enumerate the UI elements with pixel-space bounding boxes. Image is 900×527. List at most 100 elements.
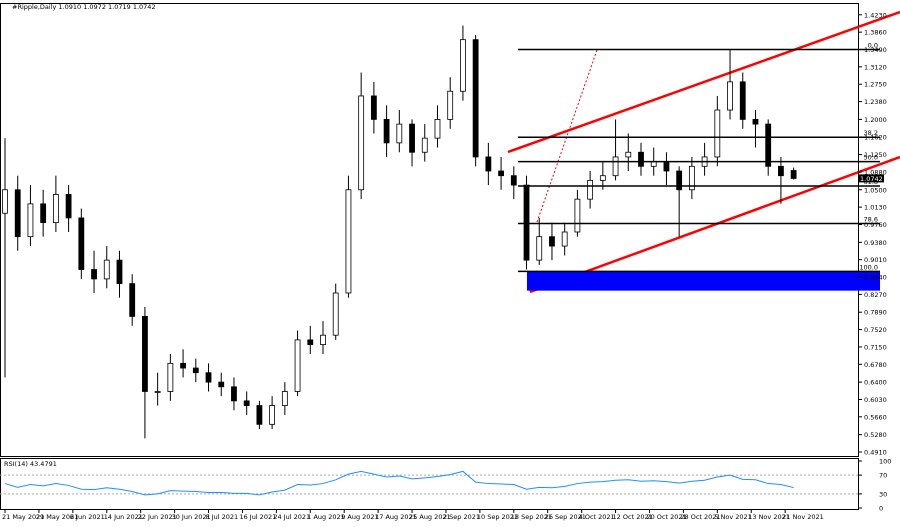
candle-body [599,175,606,181]
price-tag [858,174,884,183]
main-frame [0,3,859,457]
x-tick-label: 25 Aug 2021 [409,513,451,521]
candle-body [510,175,517,186]
candle-body [294,339,301,392]
y-tick-label: 0.8640 [864,274,887,282]
x-tick-label: 5 Nov 2021 [714,513,752,521]
candle-body [345,189,352,294]
candle-body [727,81,733,111]
candle-body [116,259,123,284]
candle-body [790,170,797,179]
chart-title: #Ripple,Daily 1.0910 1.0972 1.0719 1.074… [12,3,156,11]
candle-body [688,165,695,191]
x-tick-label: 21 Nov 2021 [782,513,824,521]
candle-body [485,156,492,172]
candle-body [370,95,377,120]
x-tick-label: 8 Jul 2021 [206,513,239,521]
x-tick-label: 2 Sep 2021 [443,513,480,521]
x-tick-label: 4 Oct 2021 [579,513,615,521]
candle-body [14,189,21,238]
x-tick-label: 16 Jul 2021 [239,513,276,521]
candle-body [52,194,59,224]
rsi-tick-label: 30 [879,490,887,498]
x-tick-label: 9 Aug 2021 [341,513,379,521]
candle-body [561,231,568,247]
candle-body [142,316,148,392]
y-tick-label: 0.6400 [864,379,887,387]
x-tick-label: 13 Nov 2021 [748,513,790,521]
rsi-tick-label: 100 [879,458,891,466]
candle-body [536,236,543,261]
candle-body [103,259,110,280]
candle-body [409,123,415,153]
candle-body [320,334,326,345]
support-zone [527,271,880,291]
rsi-tick-label: 70 [879,472,887,480]
candle-body [40,203,47,224]
candle-body [752,119,759,125]
channel-lower [529,155,900,294]
x-tick-label: 18 Sep 2021 [511,513,552,521]
y-tick-label: 0.5280 [864,431,887,439]
fib-label: 38.2 [864,129,878,137]
y-tick-label: 1.3120 [864,63,887,71]
candle-body [612,156,619,177]
candle-body [587,179,594,200]
candle-body [434,119,441,139]
x-tick-label: 26 Sep 2021 [545,513,586,521]
x-tick-label: 21 May 2021 [2,513,44,521]
rsi-frame [0,458,859,510]
x-tick-label: 12 Oct 2021 [613,513,653,521]
x-tick-label: 6 Jun 2021 [70,513,105,521]
candle-body [472,39,479,158]
candle-body [421,137,428,153]
candle-body [765,123,772,167]
candle-body [231,386,237,402]
y-tick-label: 0.9760 [864,221,887,229]
price-tag-label: 1.0742 [860,175,883,183]
y-tick-label: 1.2380 [864,98,887,106]
y-tick-label: 0.7520 [864,326,887,334]
candle-body [218,381,225,388]
y-tick-label: 0.8270 [864,291,887,299]
y-tick-label: 1.0130 [864,204,887,212]
candle-body [460,39,466,92]
x-tick-label: 24 Jul 2021 [273,513,310,521]
candle-body [167,362,174,392]
candle-body [498,170,504,177]
candle-body [78,217,85,270]
y-tick-label: 0.7890 [864,309,887,317]
candle-body [714,109,721,158]
candle-body [358,95,365,191]
x-tick-label: 30 Jun 2021 [172,513,211,521]
candle-body [269,405,276,425]
candle-body [192,367,199,374]
y-tick-label: 0.4910 [864,449,887,457]
candle-body [625,151,632,158]
candle-body [65,194,72,219]
candle-body [574,198,581,233]
y-tick-label: 0.5660 [864,413,887,421]
candle-body [2,189,8,214]
fib-label: 78.6 [864,216,878,224]
candle-body [523,184,530,261]
y-tick-label: 1.1250 [864,151,887,159]
candle-body [332,292,339,336]
candle-body [154,391,161,393]
candle-body [129,283,136,317]
y-tick-label: 0.6780 [864,361,887,369]
x-tick-label: 14 Jun 2021 [104,513,143,521]
fib-label: 100.0 [859,263,878,271]
x-tick-label: 29 May 2021 [36,513,78,521]
channel-upper [507,10,900,154]
fib-label: 50.0 [864,154,878,162]
candle-body [739,81,746,120]
y-tick-label: 0.9380 [864,239,887,247]
fib-label: 0.0 [868,42,878,50]
rsi-title: RSI(14) 43.4791 [4,460,57,468]
candle-body [27,203,34,238]
candle-body [180,362,186,369]
x-tick-label: 1 Aug 2021 [307,513,345,521]
y-tick-label: 1.2750 [864,81,887,89]
